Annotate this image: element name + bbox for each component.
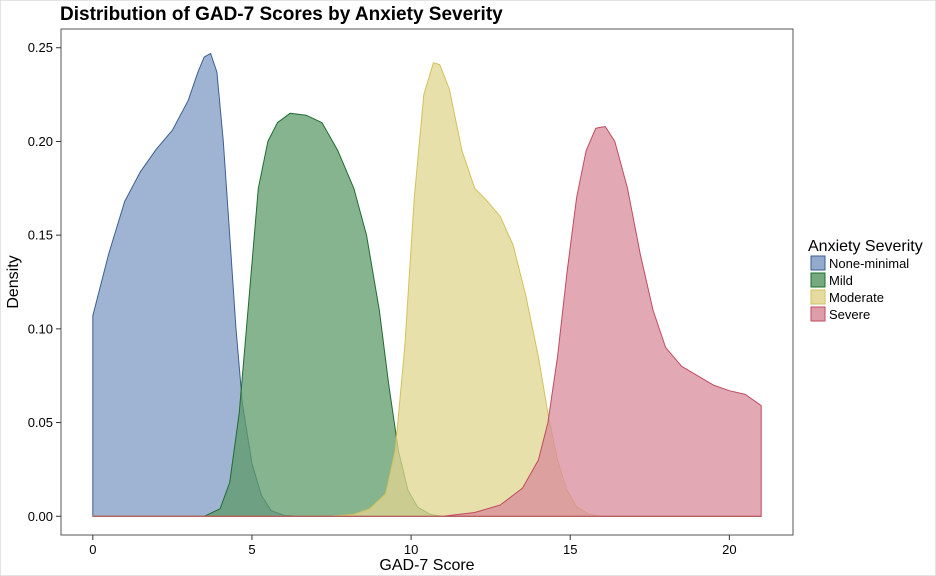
y-axis: 0.00 0.05 0.10 0.15 0.20 0.25 bbox=[28, 40, 61, 524]
legend-label-mild: Mild bbox=[829, 273, 853, 288]
plot-frame bbox=[60, 28, 794, 536]
density-areas bbox=[92, 52, 762, 517]
y-axis-title: Density bbox=[5, 255, 22, 308]
legend: Anxiety Severity None-minimal Mild Moderat… bbox=[808, 238, 923, 322]
chart-title: Distribution of GAD-7 Scores by Anxiety … bbox=[60, 4, 503, 25]
x-tick-label: 5 bbox=[248, 542, 255, 557]
x-tick-label: 15 bbox=[563, 542, 577, 557]
y-tick-label: 0.10 bbox=[28, 321, 53, 336]
x-tick-label: 20 bbox=[722, 542, 736, 557]
legend-swatch-severe bbox=[810, 306, 826, 322]
legend-swatch-none-minimal bbox=[810, 255, 826, 271]
legend-swatch-moderate bbox=[810, 289, 826, 305]
legend-label-moderate: Moderate bbox=[829, 290, 884, 305]
x-axis: 0 5 10 15 20 bbox=[89, 535, 737, 557]
y-tick-label: 0.00 bbox=[28, 509, 53, 524]
x-tick-label: 10 bbox=[404, 542, 418, 557]
y-tick-label: 0.25 bbox=[28, 40, 53, 55]
density-area-severe bbox=[92, 126, 762, 517]
y-tick-label: 0.05 bbox=[28, 415, 53, 430]
y-tick-label: 0.15 bbox=[28, 228, 53, 243]
legend-label-none-minimal: None-minimal bbox=[829, 256, 909, 271]
x-axis-title: GAD-7 Score bbox=[379, 557, 474, 574]
y-tick-label: 0.20 bbox=[28, 134, 53, 149]
legend-title: Anxiety Severity bbox=[808, 238, 923, 255]
legend-swatch-mild bbox=[810, 272, 826, 288]
legend-label-severe: Severe bbox=[829, 307, 870, 322]
x-tick-label: 0 bbox=[89, 542, 96, 557]
